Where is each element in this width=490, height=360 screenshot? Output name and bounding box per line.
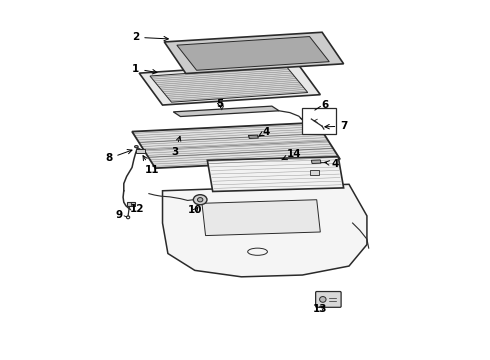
Ellipse shape <box>319 297 326 302</box>
Text: 10: 10 <box>188 206 203 216</box>
Text: 13: 13 <box>313 304 327 314</box>
Ellipse shape <box>197 198 203 202</box>
Polygon shape <box>164 32 343 73</box>
Bar <box>310 170 318 175</box>
Polygon shape <box>139 63 320 105</box>
Text: 6: 6 <box>322 100 329 110</box>
Polygon shape <box>163 184 367 277</box>
Polygon shape <box>132 123 340 168</box>
Bar <box>136 149 145 153</box>
Polygon shape <box>202 200 320 235</box>
Text: 12: 12 <box>129 204 144 214</box>
Text: 9: 9 <box>116 210 123 220</box>
Polygon shape <box>177 37 329 70</box>
Bar <box>302 108 336 134</box>
Polygon shape <box>311 160 321 163</box>
Text: 14: 14 <box>282 149 302 160</box>
Text: 7: 7 <box>325 121 348 131</box>
Ellipse shape <box>135 145 138 148</box>
Text: 4: 4 <box>325 159 339 169</box>
Text: 11: 11 <box>143 156 159 175</box>
FancyBboxPatch shape <box>316 292 341 307</box>
Text: 4: 4 <box>259 127 270 136</box>
Ellipse shape <box>194 195 207 205</box>
Text: 5: 5 <box>216 99 223 109</box>
Text: 3: 3 <box>172 136 181 157</box>
Polygon shape <box>207 157 343 192</box>
Polygon shape <box>173 106 279 117</box>
Text: 2: 2 <box>132 32 169 42</box>
Polygon shape <box>150 66 308 102</box>
Text: 8: 8 <box>105 149 132 163</box>
Bar <box>127 202 135 206</box>
Text: 1: 1 <box>132 64 157 74</box>
